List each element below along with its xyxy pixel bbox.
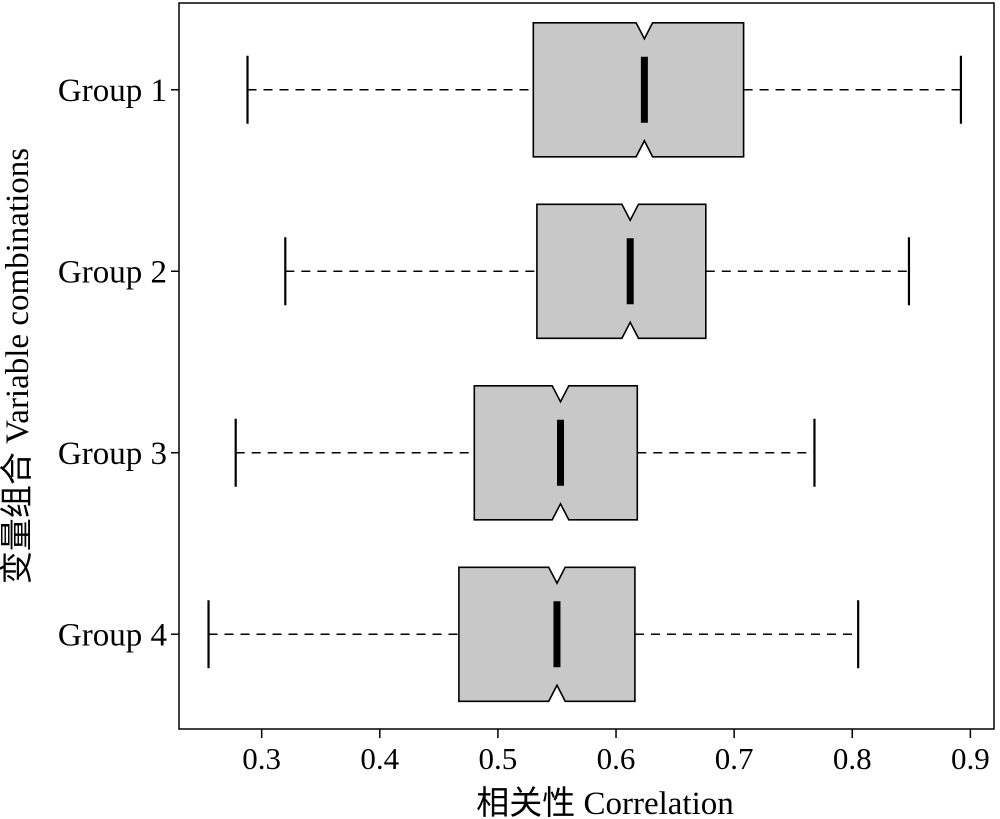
y-category-label: Group 4 [58, 617, 167, 653]
x-tick-label: 0.6 [597, 741, 636, 776]
notched-box [473, 384, 639, 521]
y-category-label: Group 2 [58, 254, 167, 290]
y-category-label: Group 3 [58, 436, 167, 472]
x-axis-title: 相关性 Correlation [476, 785, 734, 819]
x-axis: 0.3 0.4 0.5 0.6 0.7 0.8 0.9 [242, 729, 990, 776]
y-axis-title: 变量组合 Variable combinations [0, 148, 36, 584]
box-group [246, 21, 963, 158]
notched-box [532, 21, 745, 158]
y-category-label: Group 1 [58, 73, 167, 109]
box-group [284, 203, 911, 340]
x-tick-label: 0.4 [360, 741, 399, 776]
x-tick-label: 0.8 [833, 741, 872, 776]
plot-frame [178, 2, 995, 730]
box-group [234, 384, 816, 521]
x-tick-label: 0.3 [242, 741, 281, 776]
x-tick-label: 0.5 [479, 741, 518, 776]
x-tick-label: 0.7 [715, 741, 754, 776]
notched-box [458, 566, 636, 703]
y-axis: Group 1 Group 2 Group 3 Group 4 [58, 73, 179, 653]
x-tick-label: 0.9 [951, 741, 990, 776]
boxes-layer [207, 21, 963, 703]
notched-box [536, 203, 707, 340]
box-group [207, 566, 860, 703]
